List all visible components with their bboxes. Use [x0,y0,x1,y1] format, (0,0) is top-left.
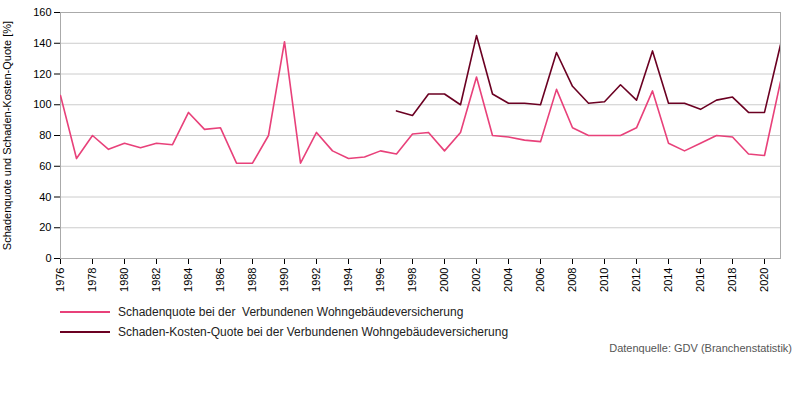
svg-text:2006: 2006 [534,268,546,292]
svg-text:2010: 2010 [598,268,610,292]
html-text:Datenquelle: GDV (Branchenstat: Datenquelle: GDV (Branchenstatistik) [609,342,792,354]
svg-text:2002: 2002 [470,268,482,292]
svg-text:140: 140 [33,37,51,49]
svg-text:2000: 2000 [438,268,450,292]
svg-text:60: 60 [39,160,51,172]
svg-text:20: 20 [39,221,51,233]
svg-text:1978: 1978 [86,268,98,292]
svg-text:2018: 2018 [726,268,738,292]
svg-text:0: 0 [45,252,51,264]
svg-text:1990: 1990 [278,268,290,292]
svg-text:1988: 1988 [246,268,258,292]
svg-text:120: 120 [33,68,51,80]
svg-text:1992: 1992 [310,268,322,292]
svg-text:1984: 1984 [182,268,194,292]
svg-text:1998: 1998 [406,268,418,292]
svg-text:2012: 2012 [630,268,642,292]
html-text:Schaden-Kosten-Quote bei der V: Schaden-Kosten-Quote bei der Verbundenen… [118,325,509,339]
svg-text:1994: 1994 [342,268,354,292]
svg-text:Schadenquote und Schaden-Koste: Schadenquote und Schaden-Kosten-Quote [%… [1,21,13,250]
svg-text:1986: 1986 [214,268,226,292]
svg-text:100: 100 [33,98,51,110]
svg-text:40: 40 [39,191,51,203]
html-text:Schadenquote bei der Verbunden: Schadenquote bei der Verbundenen Wohngeb… [118,305,464,319]
svg-text:2008: 2008 [566,268,578,292]
svg-text:1980: 1980 [118,268,130,292]
svg-text:2004: 2004 [502,268,514,292]
svg-text:1976: 1976 [54,268,66,292]
svg-text:160: 160 [33,6,51,18]
svg-text:80: 80 [39,129,51,141]
svg-text:1996: 1996 [374,268,386,292]
svg-text:1982: 1982 [150,268,162,292]
svg-text:2014: 2014 [662,268,674,292]
svg-text:2016: 2016 [694,268,706,292]
svg-text:2020: 2020 [758,268,770,292]
